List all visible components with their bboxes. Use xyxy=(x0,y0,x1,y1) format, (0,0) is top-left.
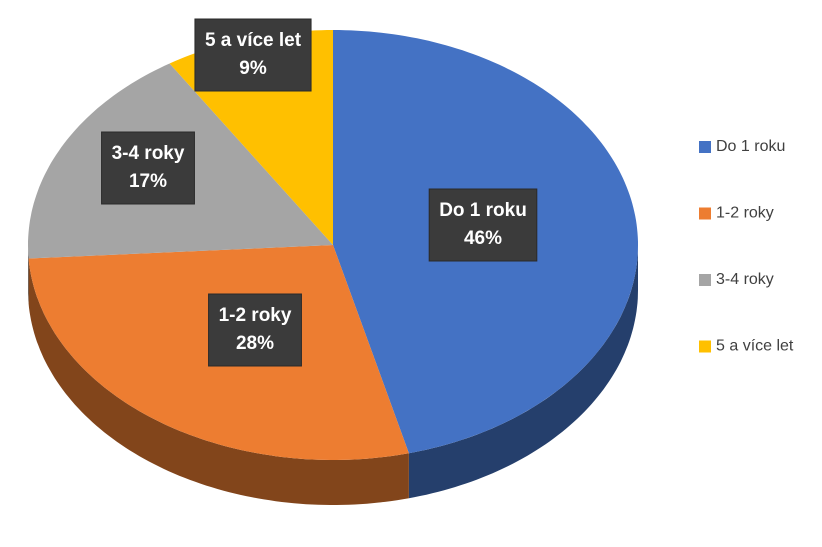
legend-label: 5 a více let xyxy=(716,338,794,355)
data-label: 5 a více let 9% xyxy=(194,18,312,92)
legend-swatch xyxy=(699,340,711,353)
data-label: 3-4 roky 17% xyxy=(101,131,195,205)
label-category: Do 1 roku xyxy=(439,200,527,221)
label-box xyxy=(194,18,312,92)
label-value: 46% xyxy=(464,228,502,249)
pie-slices xyxy=(28,30,638,460)
label-box xyxy=(101,131,195,205)
label-category: 1-2 roky xyxy=(219,305,292,326)
pie-side xyxy=(28,245,29,304)
label-value: 9% xyxy=(239,58,267,79)
legend-label: 3-4 roky xyxy=(716,271,774,288)
pie-side xyxy=(28,258,409,505)
legend-swatch xyxy=(699,207,711,220)
label-box xyxy=(208,293,302,367)
label-box xyxy=(428,188,538,262)
data-label: Do 1 roku 46% xyxy=(428,188,538,262)
data-labels: Do 1 roku 46% 1-2 roky 28% 3-4 roky 17% 5 a ví… xyxy=(101,18,538,367)
legend-label: Do 1 roku xyxy=(716,138,785,155)
legend-swatch xyxy=(699,274,711,286)
pie-side xyxy=(408,245,638,499)
label-category: 5 a více let xyxy=(205,30,302,51)
label-category: 3-4 roky xyxy=(112,143,185,164)
legend-swatch xyxy=(699,141,711,153)
label-value: 17% xyxy=(129,171,167,192)
data-label: 1-2 roky 28% xyxy=(208,293,302,367)
legend-label: 1-2 roky xyxy=(716,205,774,222)
pie-sides xyxy=(28,245,638,505)
label-value: 28% xyxy=(236,333,274,354)
legend: Do 1 roku 1-2 roky 3-4 roky 5 a více let xyxy=(699,138,794,355)
